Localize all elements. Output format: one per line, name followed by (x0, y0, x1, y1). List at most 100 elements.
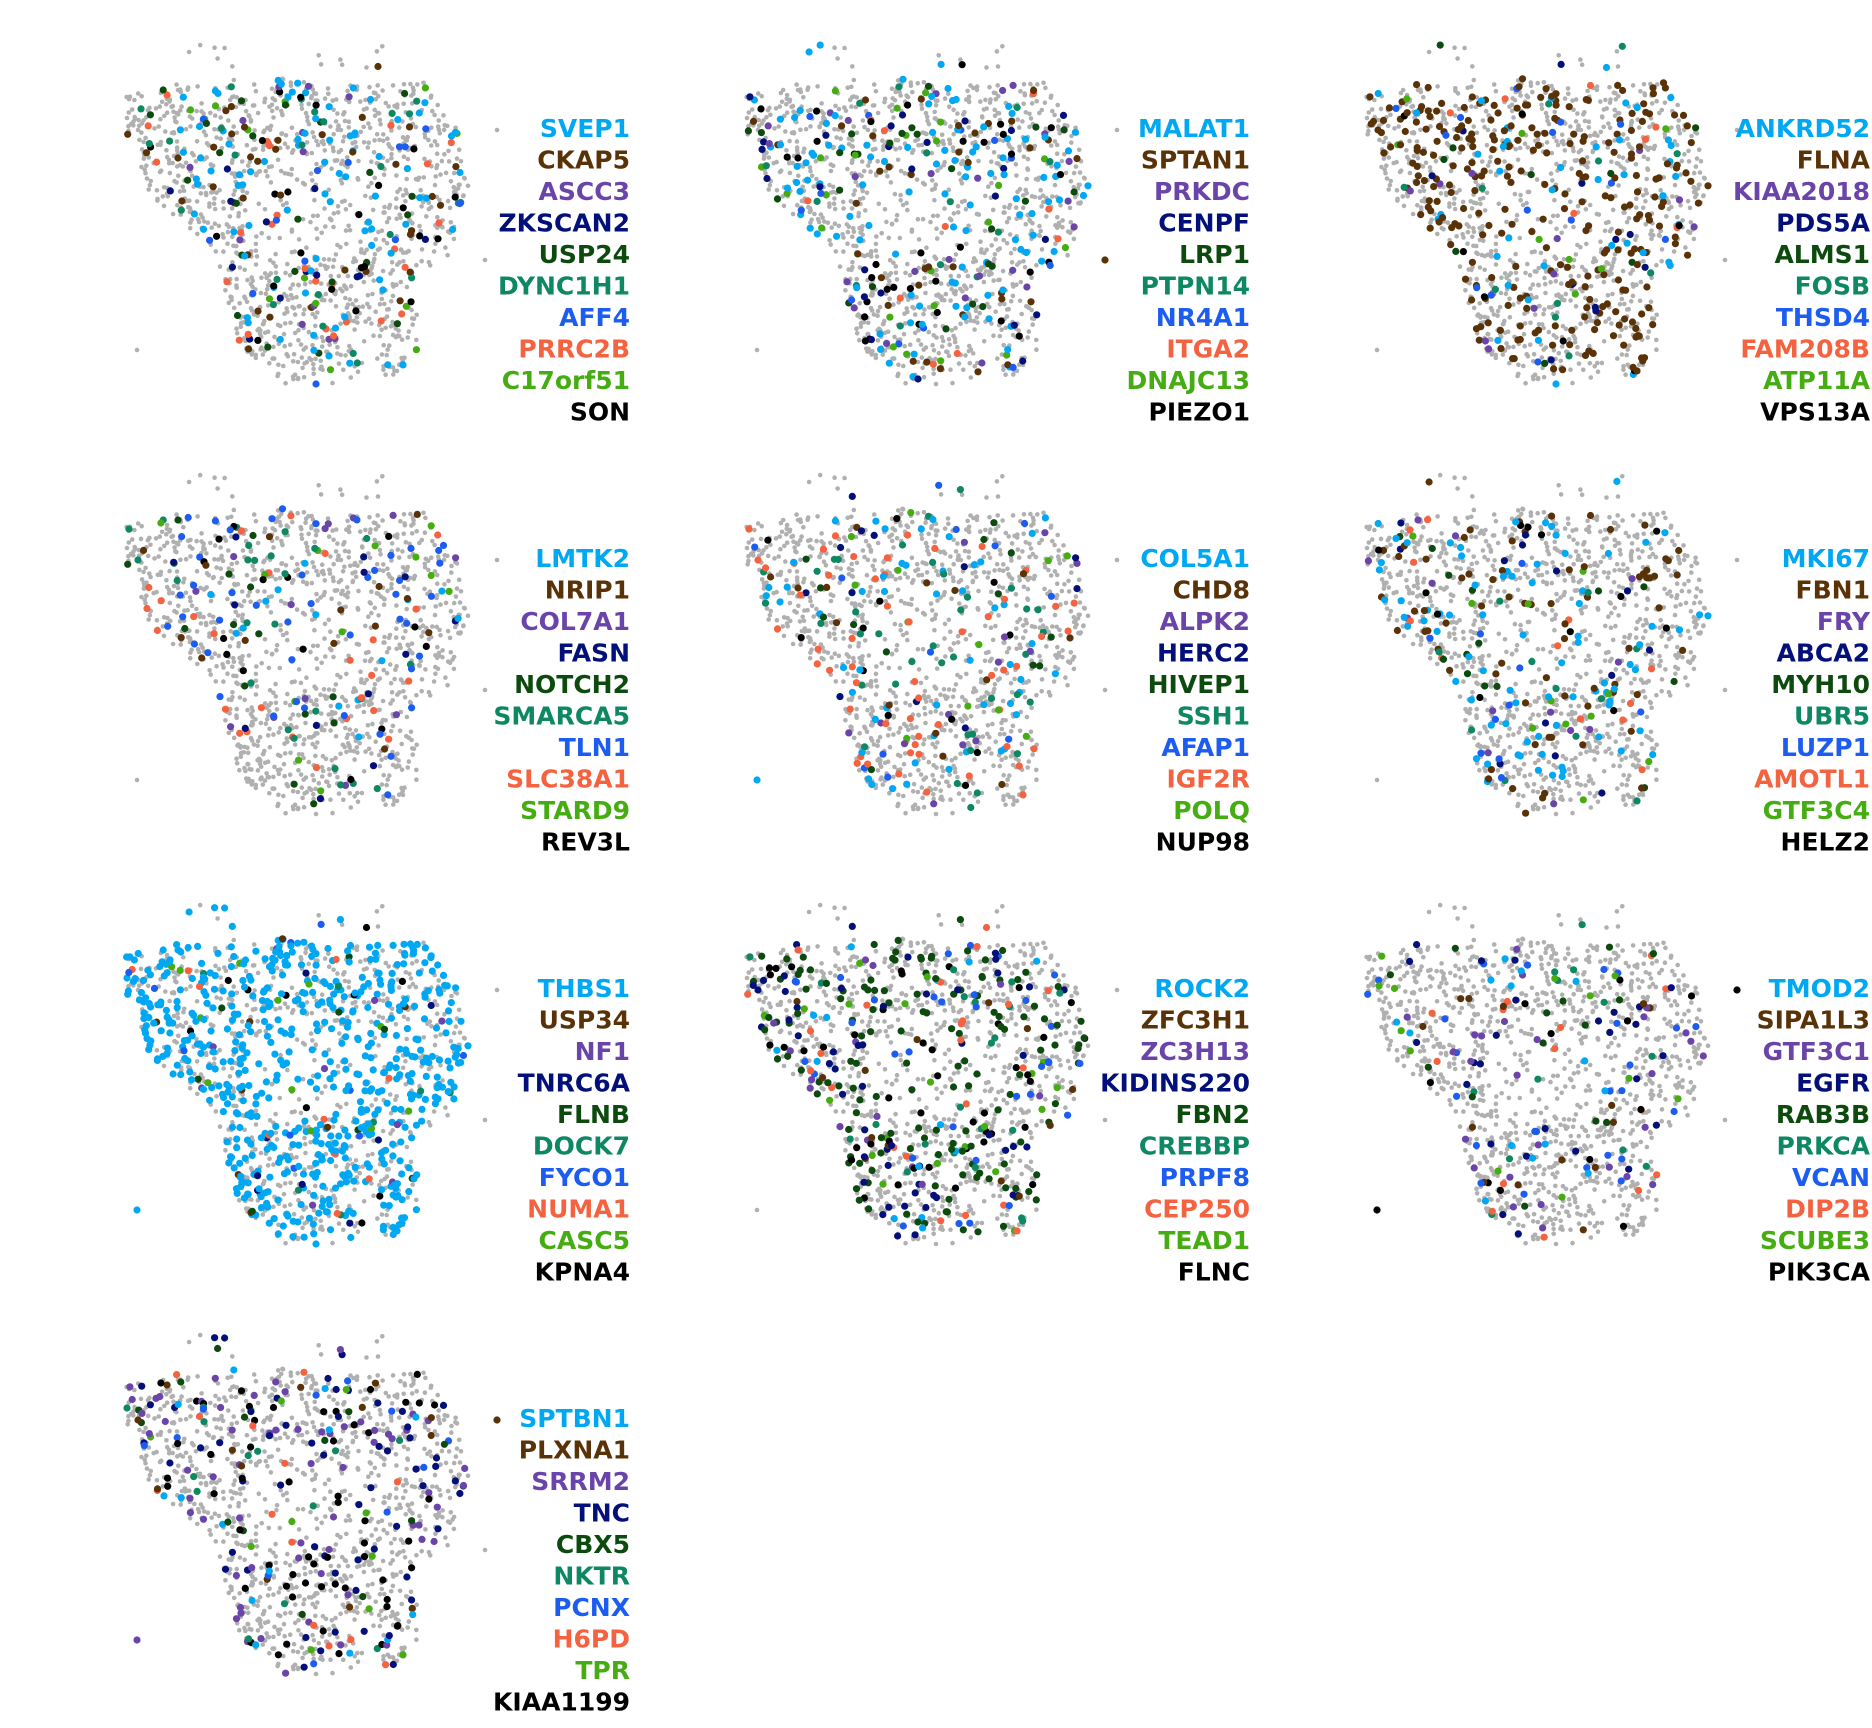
gene-label: LRP1 (1179, 240, 1250, 269)
background-spot (432, 249, 437, 254)
background-spot (993, 114, 998, 119)
background-spot (847, 224, 852, 229)
background-spot (201, 185, 206, 190)
background-spot (796, 174, 801, 179)
gene-spot-alms1 (1452, 248, 1459, 255)
background-spot (859, 174, 864, 179)
background-spot (457, 148, 462, 153)
background-spot (331, 132, 336, 137)
background-spot (374, 97, 379, 102)
background-spot (275, 804, 280, 809)
background-spot (923, 259, 928, 264)
background-spot (300, 752, 305, 757)
background-spot (967, 125, 972, 130)
background-spot (385, 566, 390, 571)
background-spot (414, 777, 419, 782)
background-spot (337, 150, 342, 155)
background-spot (947, 354, 952, 359)
background-spot (794, 82, 799, 87)
background-spot (188, 656, 193, 661)
background-spot (252, 82, 257, 87)
background-spot (230, 160, 235, 165)
background-spot (1535, 177, 1540, 182)
background-spot (385, 347, 390, 352)
gene-spot-zkscan2 (311, 185, 318, 192)
gene-spot-prrc2b (424, 160, 431, 167)
background-spot (1686, 199, 1691, 204)
background-spot (268, 688, 273, 693)
background-spot (414, 125, 419, 130)
background-spot (382, 205, 387, 210)
background-spot (784, 148, 789, 153)
gene-spot-svep1 (312, 115, 319, 122)
background-spot (276, 363, 281, 368)
background-spot (365, 732, 370, 737)
background-spot (307, 122, 312, 127)
gene-spot-flna (1417, 211, 1424, 218)
background-spot (278, 623, 283, 628)
background-spot (400, 549, 405, 554)
gene-spot-prrc2b (266, 142, 273, 149)
gene-spot-flna (1505, 302, 1512, 309)
background-spot (329, 166, 334, 171)
background-spot (387, 216, 392, 221)
background-spot (963, 353, 968, 358)
gene-label: FAM208B (1740, 335, 1870, 364)
gene-spot-sptan1 (878, 274, 885, 281)
background-spot (170, 161, 175, 166)
gene-spot-flna (1662, 84, 1669, 91)
background-spot (444, 171, 449, 176)
background-spot (435, 215, 440, 220)
gene-spot-flna (1643, 283, 1650, 290)
background-spot (385, 136, 390, 141)
background-spot (1609, 266, 1614, 271)
background-spot (1492, 128, 1497, 133)
background-spot (1533, 373, 1538, 378)
background-spot (849, 199, 854, 204)
background-spot (362, 140, 367, 145)
background-spot (333, 711, 338, 716)
gene-spot-flna (1409, 160, 1416, 167)
gene-spot-ankrd52 (1634, 104, 1641, 111)
gene-spot-malat1 (865, 222, 872, 229)
background-spot (332, 688, 337, 693)
gene-spot-son (352, 307, 359, 314)
background-spot (275, 643, 280, 648)
background-spot (400, 337, 405, 342)
background-spot (328, 728, 333, 733)
background-spot (402, 155, 407, 160)
gene-spot-fam208b (1447, 109, 1454, 116)
background-spot (234, 674, 239, 679)
background-spot (1027, 329, 1032, 334)
background-spot (140, 577, 145, 582)
background-spot (234, 680, 239, 685)
gene-spot-dync1h1 (273, 276, 280, 283)
gene-spot-ankrd52 (1500, 143, 1507, 150)
background-spot (1504, 220, 1509, 225)
background-spot (319, 231, 324, 236)
gene-spot-sptan1 (1008, 118, 1015, 125)
background-spot (394, 217, 399, 222)
gene-spot-ptpn14 (937, 261, 944, 268)
background-spot (282, 774, 287, 779)
gene-spot-svep1 (394, 116, 401, 123)
gene-spot-zkscan2 (263, 218, 270, 225)
background-spot (299, 103, 304, 108)
background-spot (339, 162, 344, 167)
background-spot (375, 132, 380, 137)
gene-spot-flna (1543, 85, 1550, 92)
background-spot (312, 565, 317, 570)
background-spot (838, 115, 843, 120)
background-spot (1041, 200, 1046, 205)
background-spot (827, 238, 832, 243)
background-spot (483, 258, 488, 263)
gene-spot-malat1 (1012, 236, 1019, 243)
background-spot (416, 178, 421, 183)
gene-spot-ascc3 (299, 321, 306, 328)
background-spot (310, 151, 315, 156)
background-spot (311, 644, 316, 649)
background-spot (845, 241, 850, 246)
background-spot (869, 293, 874, 298)
background-spot (322, 687, 327, 692)
background-spot (442, 152, 447, 157)
